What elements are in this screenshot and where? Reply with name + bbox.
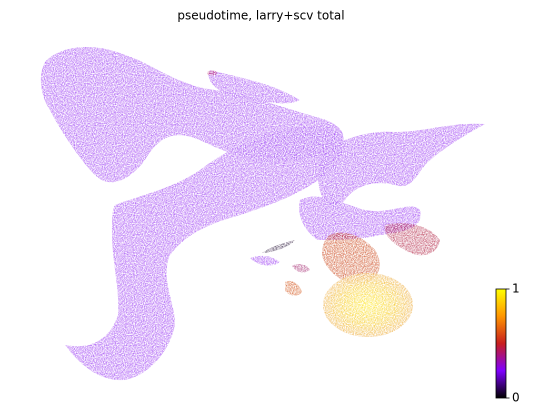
chart-title: pseudotime, larry+scv total [177,9,344,23]
late-cells [207,70,440,337]
colorbar-tick-label: 1 [512,282,520,296]
embedding [40,46,485,381]
colorbar: 01 [495,282,520,405]
colorbar-scale [495,288,507,399]
colorbar-tick-label: 0 [512,391,520,405]
